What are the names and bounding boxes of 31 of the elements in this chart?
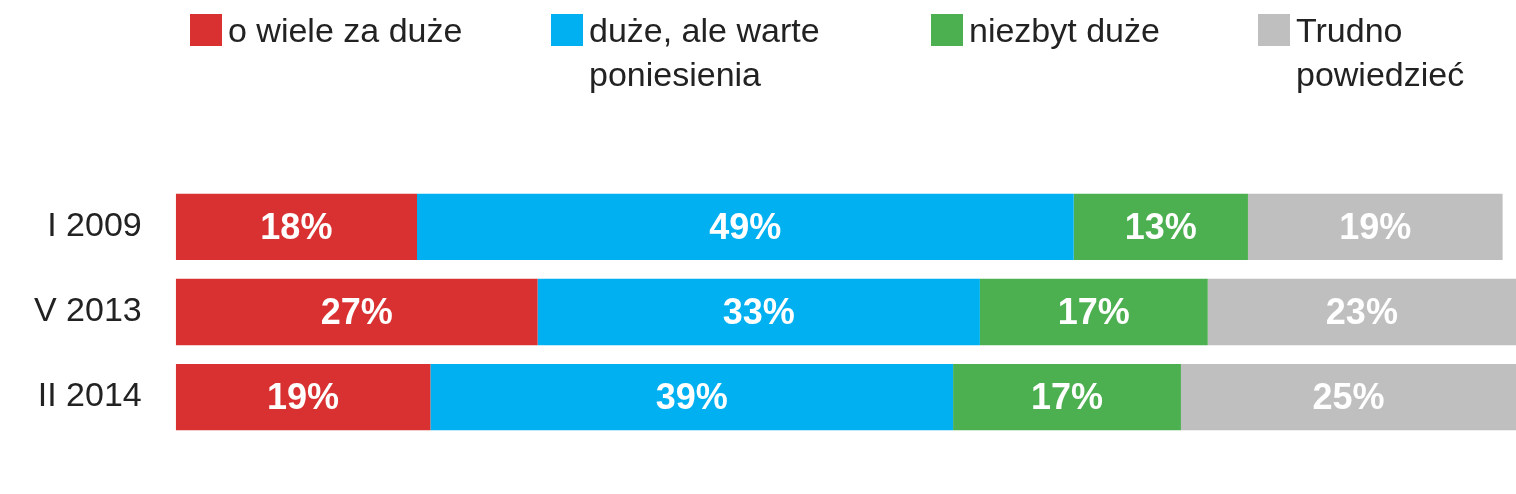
bar: [537, 278, 980, 346]
legend-label: niezbyt duże: [969, 10, 1160, 51]
y-tick-label: II 2014: [37, 375, 142, 414]
data-label: 17%: [1030, 375, 1104, 417]
legend-label: Trudno powiedzieć: [1296, 10, 1466, 95]
data-label: 27%: [320, 290, 393, 332]
bar: [1180, 363, 1516, 431]
data-label: 18%: [260, 205, 333, 247]
data-label: 19%: [267, 375, 340, 417]
bar: [175, 363, 431, 431]
data-label: 25%: [1312, 375, 1385, 417]
bar: [1247, 193, 1503, 261]
data-label: 23%: [1325, 290, 1398, 332]
y-tick-label: I 2009: [47, 205, 142, 244]
bar: [1207, 278, 1516, 346]
data-label: 39%: [655, 375, 728, 417]
data-label: 49%: [709, 205, 782, 247]
data-label: 17%: [1057, 290, 1130, 332]
bar: [175, 278, 538, 346]
bar: [430, 363, 954, 431]
data-label: 33%: [722, 290, 795, 332]
legend-label: duże, ale warte poniesienia: [589, 10, 821, 95]
data-label: 13%: [1124, 205, 1197, 247]
data-label: 19%: [1339, 205, 1412, 247]
legend-label: o wiele za duże: [228, 10, 463, 51]
bar: [417, 193, 1074, 261]
bar: [175, 193, 417, 261]
bar: [1073, 193, 1248, 261]
y-tick-label: V 2013: [34, 290, 142, 329]
bar: [979, 278, 1208, 346]
bar: [953, 363, 1181, 431]
